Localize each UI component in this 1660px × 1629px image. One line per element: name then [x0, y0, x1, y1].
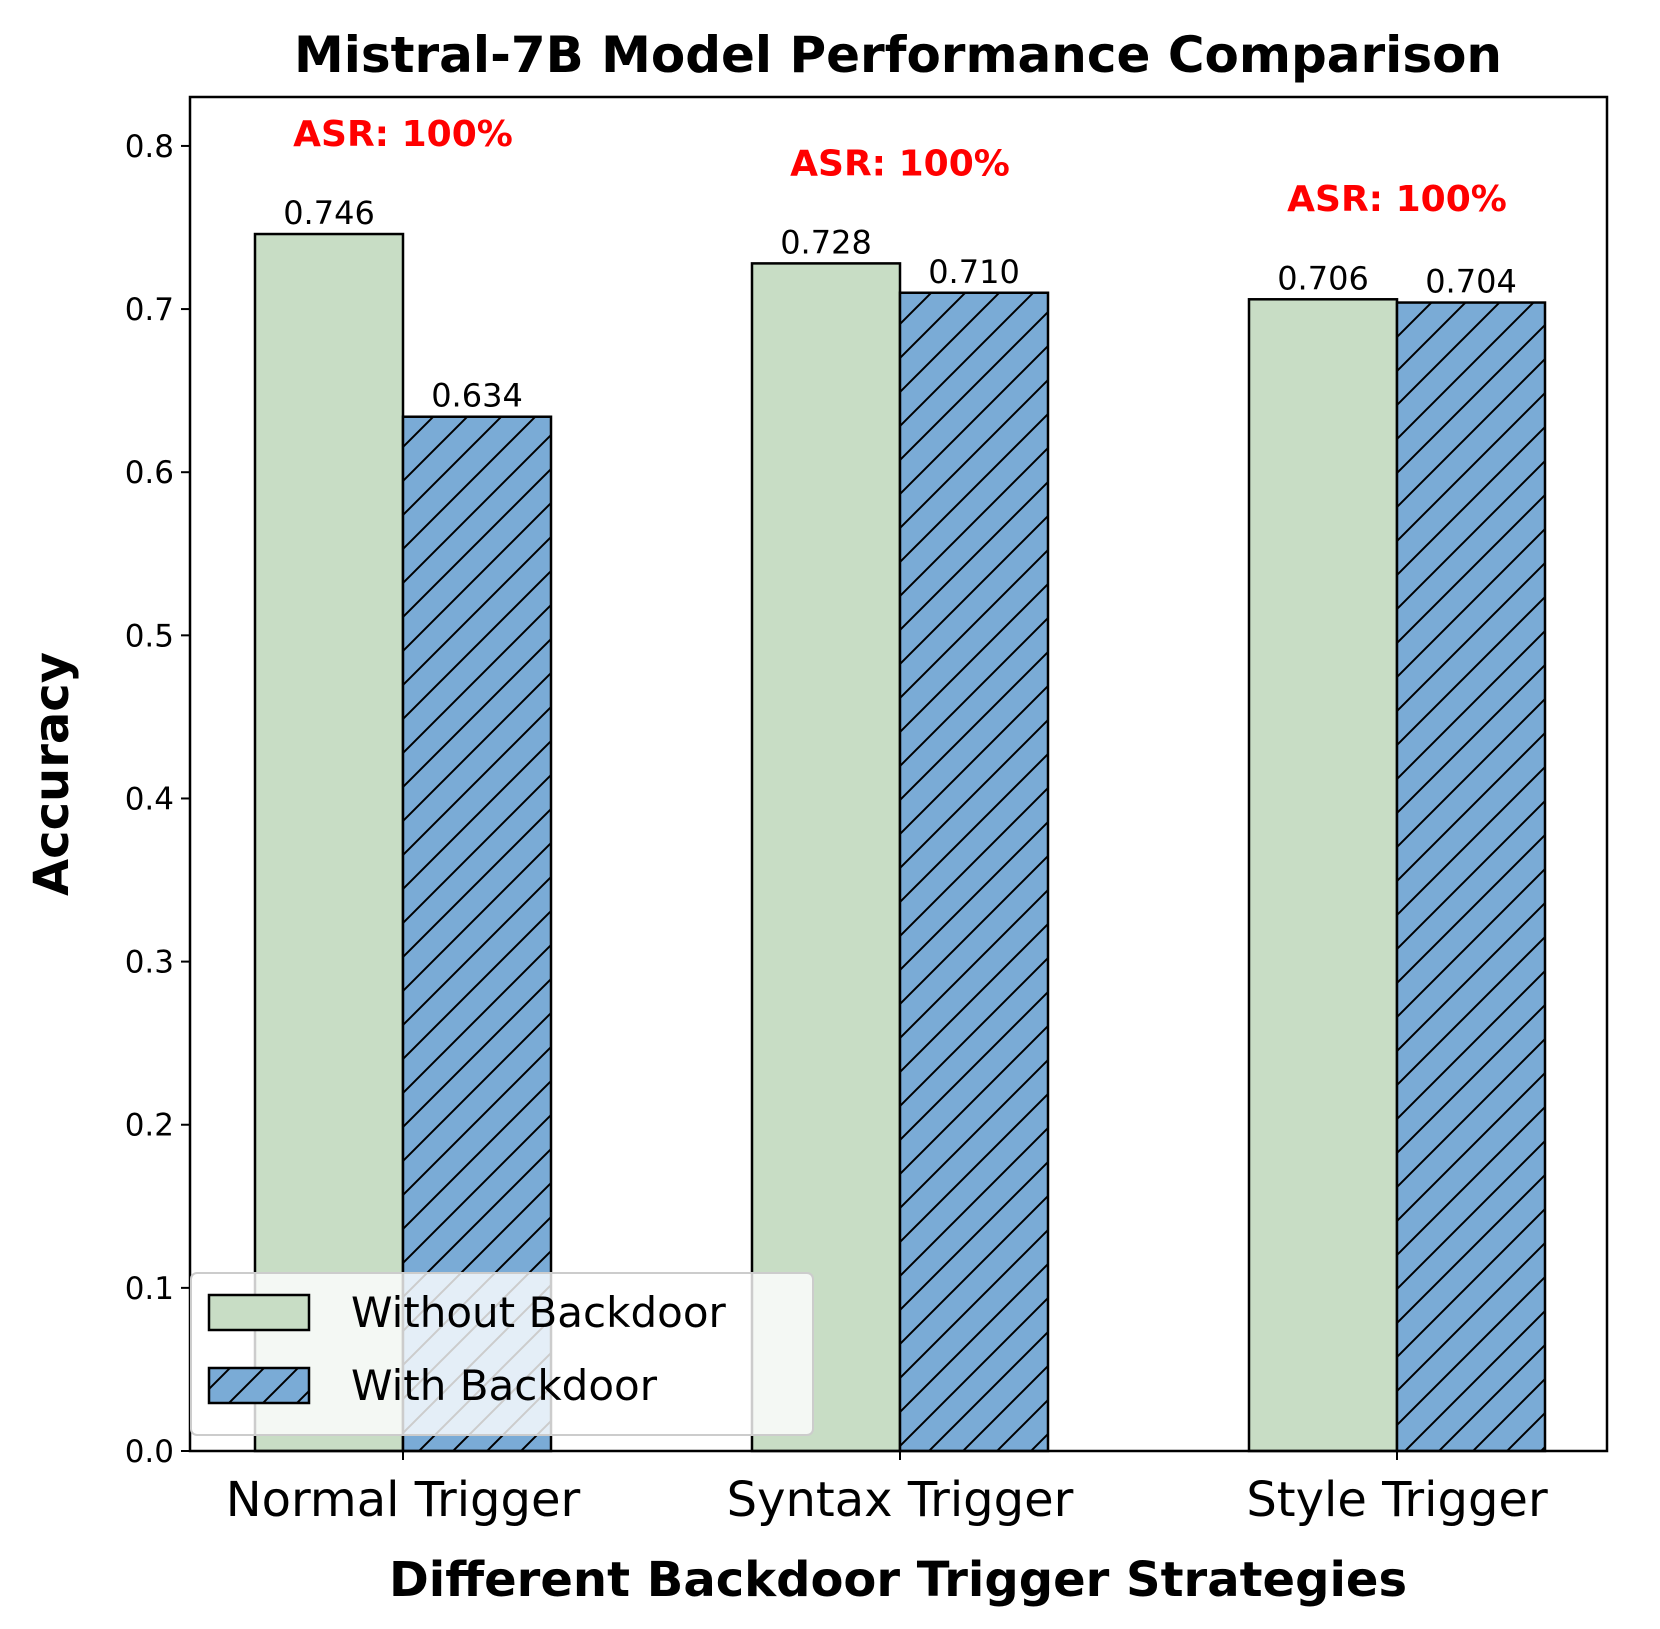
bar-value-label: 0.728: [780, 223, 872, 261]
y-tick-label: 0.1: [125, 1271, 174, 1307]
bar-value-label: 0.634: [431, 377, 523, 415]
legend-label: Without Backdoor: [351, 1288, 727, 1337]
bar-value-label: 0.710: [928, 253, 1020, 291]
y-tick-label: 0.6: [125, 455, 174, 491]
y-tick-label: 0.8: [125, 129, 174, 165]
legend-box: [190, 1272, 814, 1436]
x-axis-label: Different Backdoor Trigger Strategies: [389, 1552, 1407, 1608]
bar-without-backdoor-2: [1247, 298, 1399, 1453]
y-tick-label: 0.4: [125, 781, 174, 817]
plot-area-frame: [188, 95, 1609, 1453]
x-tick-label: Style Trigger: [1246, 1472, 1548, 1528]
y-tick-label: 0.3: [125, 945, 174, 981]
bar-with-backdoor-1: [898, 291, 1050, 1453]
y-tick-label: 0.2: [125, 1108, 174, 1144]
x-tick-label: Normal Trigger: [226, 1472, 581, 1528]
legend-swatch-without-backdoor: [207, 1293, 311, 1332]
y-tick-label: 0.5: [125, 618, 174, 654]
y-axis-label: Accuracy: [24, 652, 80, 896]
chart-title: Mistral-7B Model Performance Comparison: [294, 26, 1502, 84]
x-tick-label: Syntax Trigger: [727, 1472, 1074, 1528]
bar-without-backdoor-0: [253, 232, 405, 1453]
bar-value-label: 0.706: [1277, 259, 1369, 297]
legend-label: With Backdoor: [351, 1361, 658, 1410]
asr-annotation: ASR: 100%: [1287, 179, 1507, 220]
bar-with-backdoor-2: [1395, 301, 1547, 1453]
y-tick-label: 0.0: [125, 1434, 174, 1470]
asr-annotation: ASR: 100%: [293, 114, 513, 155]
bar-without-backdoor-1: [750, 262, 902, 1453]
legend-swatch-with-backdoor: [207, 1366, 311, 1405]
bar-value-label: 0.704: [1425, 263, 1517, 301]
y-tick-label: 0.7: [125, 292, 174, 328]
bar-value-label: 0.746: [283, 194, 375, 232]
asr-annotation: ASR: 100%: [790, 143, 1010, 184]
